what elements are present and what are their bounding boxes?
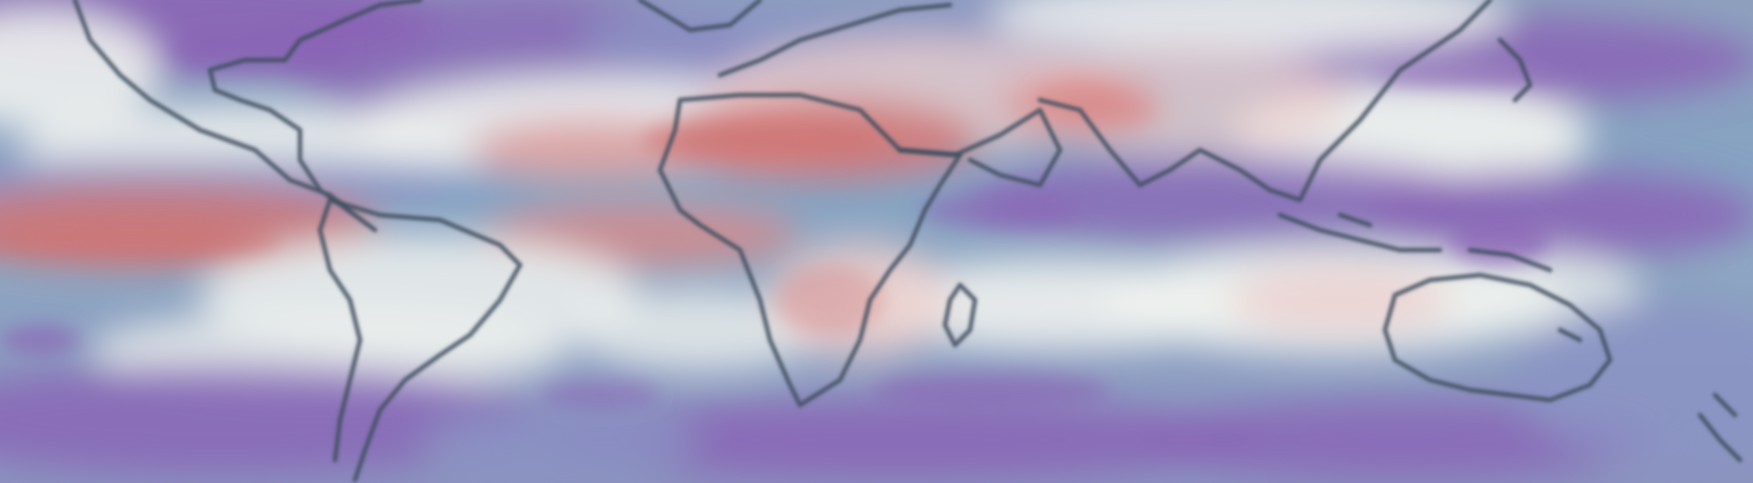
coastline <box>1278 213 1442 252</box>
field-patch <box>540 400 1260 480</box>
coastline <box>1558 328 1582 342</box>
coastline <box>1383 273 1612 402</box>
coastline <box>73 0 422 232</box>
coastline <box>943 283 977 347</box>
field-detail-patch <box>870 372 1110 408</box>
coastline <box>1498 38 1532 102</box>
coastline <box>638 0 762 32</box>
field-detail-patch <box>540 381 660 409</box>
coastline <box>718 3 952 77</box>
field-patch <box>1510 300 1753 460</box>
field-patch <box>0 365 550 475</box>
field-patch <box>0 10 160 130</box>
field-detail-patch <box>775 265 885 335</box>
field-patch <box>1360 170 1753 260</box>
field-detail-patch <box>1370 65 1570 85</box>
field-detail-patch <box>0 222 280 258</box>
coastline-layer <box>72 0 1743 483</box>
field-detail-layer <box>0 30 1570 409</box>
field-detail-patch <box>640 122 880 158</box>
coastline <box>1698 393 1742 462</box>
coastline <box>1038 0 1492 202</box>
field-detail-patch <box>0 326 80 354</box>
field-patch <box>990 0 1510 55</box>
coastline <box>318 198 522 482</box>
coastline <box>1468 248 1552 272</box>
coastline <box>898 108 1062 187</box>
field-patch <box>1230 265 1450 335</box>
field-patch <box>1140 400 1660 480</box>
field-detail-patch <box>920 192 1080 228</box>
coastline <box>658 93 962 407</box>
field-patch <box>420 405 700 475</box>
field-detail-patch <box>1450 215 1550 265</box>
field-detail-patch <box>170 30 350 70</box>
